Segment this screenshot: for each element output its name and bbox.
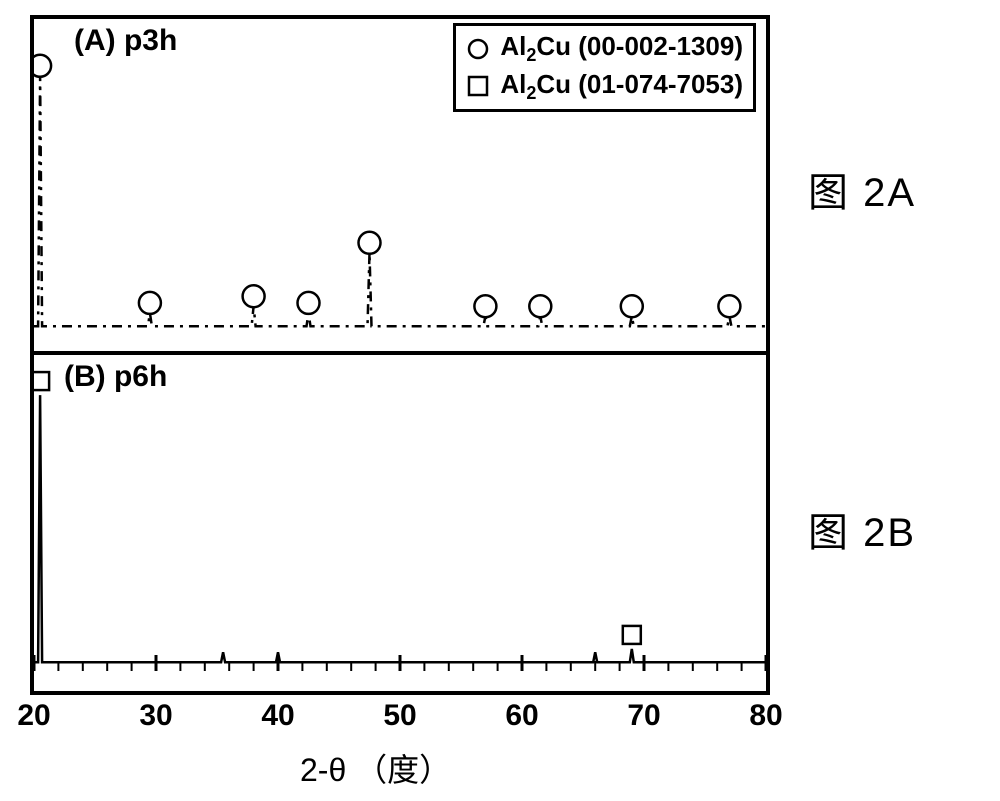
- xaxis-ticks: [30, 671, 770, 695]
- legend-text-0: Al2Cu (00-002-1309): [500, 30, 743, 68]
- legend-entry-circle: Al2Cu (00-002-1309): [466, 30, 743, 68]
- panel-a-label: (A) p3h: [74, 24, 177, 58]
- xtick-20: 20: [17, 699, 50, 733]
- xtick-60: 60: [505, 699, 538, 733]
- side-label-a: 图 2A: [808, 160, 916, 218]
- legend: Al2Cu (00-002-1309) Al2Cu (01-074-7053): [453, 23, 756, 112]
- square-icon: [466, 74, 490, 98]
- xtick-70: 70: [627, 699, 660, 733]
- panel-b-chart: [34, 355, 766, 689]
- figure-container: (A) p3h Al2Cu (00-002-1309) Al2Cu (01-0: [0, 0, 1000, 801]
- panel-b: (B) p6h: [34, 355, 766, 691]
- panel-b-label: (B) p6h: [64, 360, 167, 394]
- xtick-40: 40: [261, 699, 294, 733]
- circle-icon: [466, 37, 490, 61]
- xaxis-label: 2-θ （度）: [300, 745, 451, 791]
- panel-a: (A) p3h Al2Cu (00-002-1309) Al2Cu (01-0: [34, 19, 766, 355]
- legend-entry-square: Al2Cu (01-074-7053): [466, 68, 743, 106]
- xtick-30: 30: [139, 699, 172, 733]
- side-label-b: 图 2B: [808, 500, 916, 558]
- legend-text-1: Al2Cu (01-074-7053): [500, 68, 743, 106]
- xtick-50: 50: [383, 699, 416, 733]
- plot-area: (A) p3h Al2Cu (00-002-1309) Al2Cu (01-0: [30, 15, 770, 695]
- xtick-80: 80: [749, 699, 782, 733]
